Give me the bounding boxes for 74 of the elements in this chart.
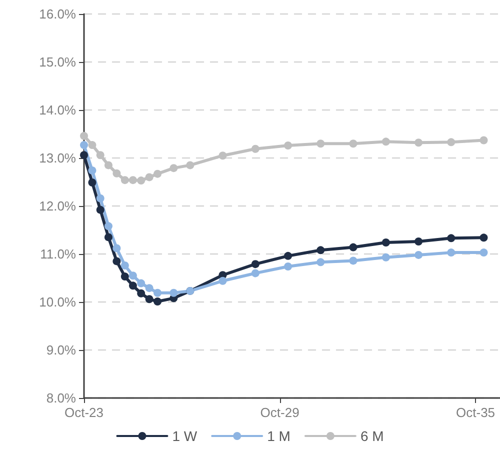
point	[284, 262, 292, 270]
point	[112, 257, 121, 266]
point	[349, 256, 358, 265]
point	[96, 151, 104, 160]
point	[128, 272, 137, 280]
point	[480, 234, 488, 242]
y-tick-label: 8.0%	[46, 390, 76, 406]
point	[80, 132, 88, 140]
legend-label: 1 W	[172, 428, 198, 444]
point	[447, 248, 456, 257]
point	[186, 161, 194, 170]
point	[120, 272, 129, 281]
point	[112, 244, 121, 252]
point	[104, 222, 112, 230]
point	[137, 279, 146, 288]
point	[251, 144, 260, 153]
point	[80, 141, 88, 150]
point	[120, 176, 129, 184]
point	[120, 262, 129, 270]
point	[218, 152, 227, 160]
x-tick-label: Oct-29	[260, 405, 300, 420]
point	[154, 288, 162, 297]
legend-label: 6 M	[360, 428, 384, 444]
point	[447, 138, 456, 146]
point	[80, 151, 88, 160]
point	[284, 252, 292, 260]
y-tick-label: 16.0%	[39, 6, 76, 22]
x-tick-label: Oct-23	[64, 405, 104, 420]
point	[88, 178, 96, 186]
point	[104, 161, 112, 170]
point	[128, 282, 137, 290]
y-tick-label: 10.0%	[39, 294, 76, 310]
y-tick-label: 15.0%	[39, 54, 76, 70]
point	[145, 173, 154, 182]
point	[251, 260, 260, 268]
point	[414, 138, 423, 147]
point	[137, 176, 146, 185]
point	[154, 298, 162, 306]
point	[96, 206, 104, 214]
point	[251, 269, 260, 278]
point	[112, 169, 121, 178]
y-tick-label: 14.0%	[39, 102, 76, 118]
point	[447, 234, 456, 242]
point	[414, 238, 423, 246]
point	[480, 248, 488, 257]
point	[382, 138, 390, 146]
point	[218, 276, 227, 285]
point	[88, 166, 96, 174]
point	[170, 288, 178, 297]
point	[480, 136, 488, 144]
point	[316, 258, 325, 266]
point	[104, 233, 112, 242]
y-tick-label: 9.0%	[46, 342, 76, 358]
point	[414, 250, 423, 259]
point	[349, 243, 358, 252]
y-tick-label: 11.0%	[40, 246, 76, 262]
point	[128, 176, 137, 184]
point	[96, 194, 104, 202]
y-tick-label: 13.0%	[39, 150, 76, 166]
point	[316, 140, 325, 148]
point	[349, 140, 358, 148]
x-tick-label: Oct-35	[456, 405, 496, 420]
point	[154, 170, 162, 178]
point	[284, 142, 292, 150]
point	[88, 141, 96, 150]
y-tick-label: 12.0%	[39, 198, 76, 214]
point	[382, 238, 390, 246]
point	[170, 164, 178, 172]
point	[145, 295, 154, 304]
point	[137, 289, 146, 298]
legend-label: 1 M	[267, 428, 290, 444]
point	[316, 246, 325, 254]
point	[145, 284, 154, 292]
point	[382, 253, 390, 262]
